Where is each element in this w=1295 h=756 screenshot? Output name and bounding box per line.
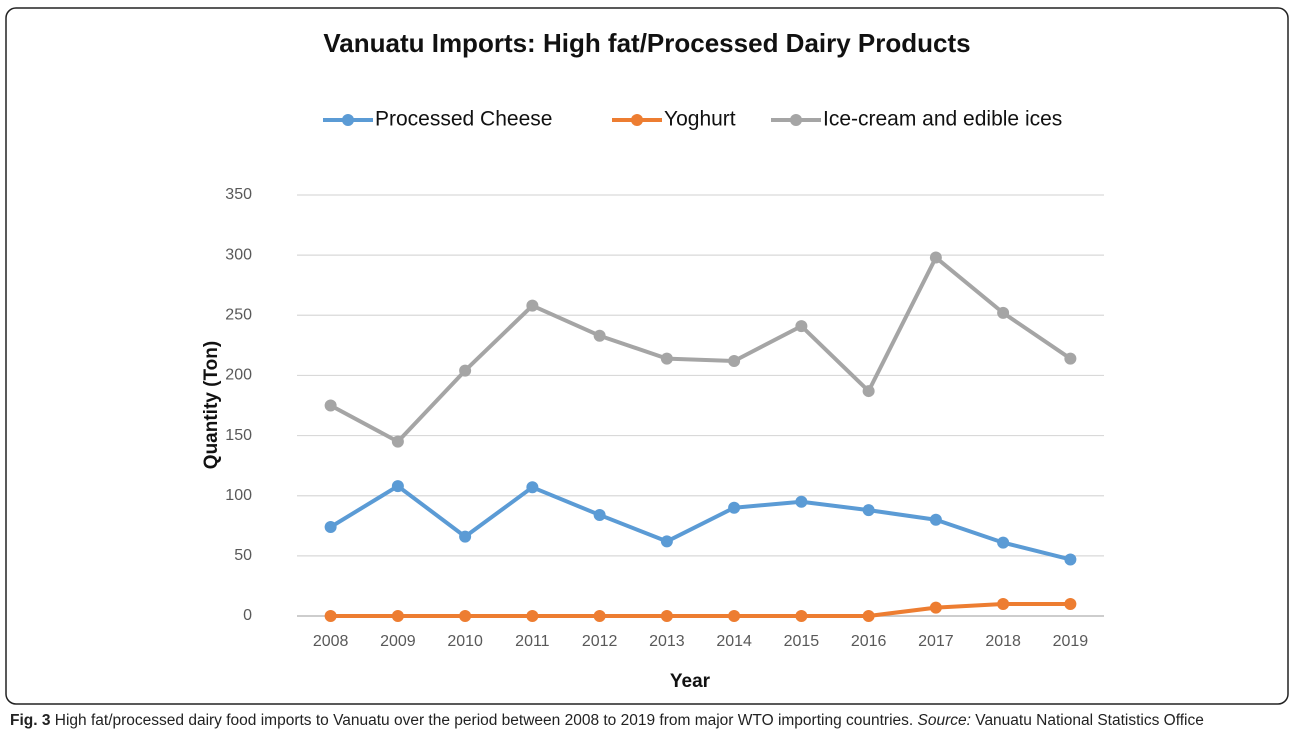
data-point (593, 610, 606, 622)
x-tick-label: 2018 (985, 633, 1021, 650)
data-point (660, 535, 673, 548)
data-point (459, 364, 472, 377)
series-line (330, 601, 1071, 618)
legend-label: Processed Cheese (375, 108, 552, 131)
caption-source: Vanuatu National Statistics Office (975, 712, 1204, 729)
chart: Vanuatu Imports: High fat/Processed Dair… (5, 7, 1289, 705)
data-point (391, 480, 404, 493)
data-point (929, 601, 942, 614)
y-axis-title: Quantity (Ton) (201, 341, 222, 469)
x-tick-label: 2008 (313, 633, 349, 650)
data-point (324, 610, 337, 622)
data-point (997, 597, 1010, 610)
x-axis-title: Year (670, 671, 711, 692)
data-point (526, 481, 539, 494)
y-tick-label: 350 (225, 186, 252, 203)
data-point (459, 610, 472, 622)
caption-label: Fig. 3 (10, 712, 51, 729)
data-point (660, 352, 673, 365)
data-point (459, 530, 472, 543)
x-tick-label: 2016 (851, 633, 887, 650)
frame (5, 7, 1289, 705)
y-tick-label: 300 (225, 246, 252, 263)
series-line (329, 484, 1071, 562)
legend-marker (631, 114, 643, 126)
data-point (862, 610, 875, 622)
data-point (1064, 352, 1077, 365)
data-point (391, 435, 404, 448)
data-point (728, 501, 741, 514)
x-tick-label: 2019 (1053, 633, 1089, 650)
legend-label: Yoghurt (664, 108, 736, 131)
x-tick-label: 2013 (649, 633, 685, 650)
y-tick-label: 150 (225, 427, 252, 444)
caption-source-label: Source: (917, 712, 971, 729)
caption: Fig. 3 High fat/processed dairy food imp… (10, 710, 1285, 732)
data-point (795, 610, 808, 622)
y-tick-label: 100 (225, 487, 252, 504)
data-point (324, 399, 337, 412)
legend-marker (790, 114, 802, 126)
data-point (795, 495, 808, 508)
data-point (593, 508, 606, 521)
data-point (526, 610, 539, 622)
x-tick-label: 2015 (784, 633, 820, 650)
data-point (728, 610, 741, 622)
x-tick-label: 2012 (582, 633, 618, 650)
data-point (1064, 597, 1077, 610)
data-point (862, 504, 875, 517)
legend-marker (342, 114, 354, 126)
x-tick-label: 2014 (716, 633, 752, 650)
y-tick-label: 200 (225, 367, 252, 384)
data-point (929, 251, 942, 264)
caption-text: High fat/processed dairy food imports to… (54, 712, 914, 729)
x-tick-label: 2009 (380, 633, 416, 650)
data-point (660, 610, 673, 622)
data-point (997, 306, 1010, 319)
y-tick-label: 0 (243, 607, 252, 624)
legend-label: Ice-cream and edible ices (823, 108, 1062, 131)
y-tick-label: 50 (234, 547, 252, 564)
x-tick-label: 2017 (918, 633, 954, 650)
data-point (593, 329, 606, 342)
data-point (795, 320, 808, 333)
x-tick-label: 2011 (515, 633, 550, 650)
series-line (329, 255, 1072, 444)
data-point (929, 513, 942, 526)
data-point (324, 520, 337, 533)
data-point (728, 354, 741, 367)
data-point (526, 299, 539, 312)
x-tick-label: 2010 (447, 633, 483, 650)
y-tick-label: 250 (225, 307, 252, 324)
data-point (391, 610, 404, 622)
data-point (1064, 553, 1077, 566)
data-point (862, 385, 875, 398)
chart-title: Vanuatu Imports: High fat/Processed Dair… (323, 28, 970, 58)
data-point (997, 536, 1010, 549)
